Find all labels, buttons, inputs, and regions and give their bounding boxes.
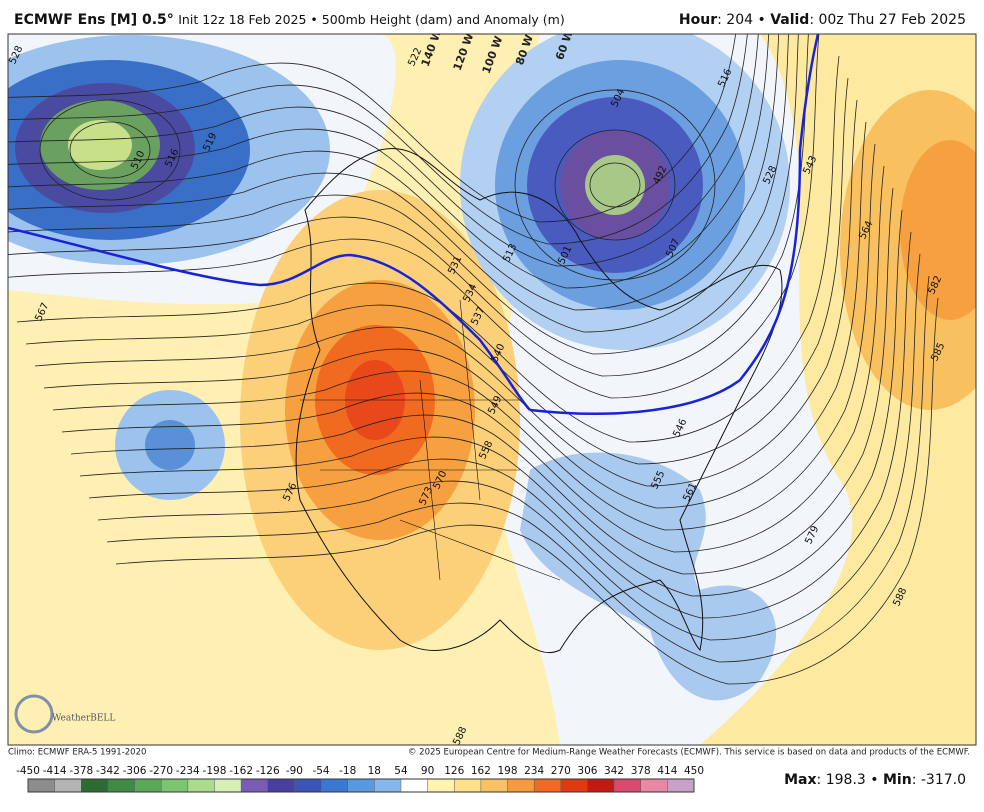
colorbar-swatch [214, 779, 242, 792]
stats: Max: 198.3 • Min: -317.0 [784, 772, 966, 788]
colorbar-tick-label: -90 [286, 765, 303, 777]
colorbar-tick-label: 54 [394, 765, 408, 777]
colorbar-swatch [107, 779, 135, 792]
colorbar-tick-label: 270 [551, 765, 571, 777]
sep: : [817, 772, 826, 788]
colorbar-swatch [161, 779, 188, 792]
title: ECMWF Ens [M] 0.5° [14, 12, 174, 28]
colorbar-swatch [347, 779, 375, 792]
valid-label: Valid [770, 12, 809, 28]
colorbar-tick-label: 414 [657, 765, 677, 777]
colorbar-tick-label: -270 [149, 765, 173, 777]
colorbar-tick-label: -450 [16, 765, 40, 777]
colorbar-swatch [454, 779, 481, 792]
colorbar-tick-label: -342 [96, 765, 120, 777]
max-value: 198.3 [826, 772, 866, 788]
coastline [295, 148, 783, 654]
map-frame [7, 33, 977, 746]
colorbar-swatch [374, 779, 401, 792]
colorbar-tick-label: -54 [312, 765, 329, 777]
colorbar-swatch [427, 779, 455, 792]
anomaly-positive [900, 140, 976, 320]
colorbar-swatch [667, 779, 694, 792]
colorbar-swatch [294, 779, 322, 792]
sep: : [912, 772, 921, 788]
colorbar-tick-label: 342 [604, 765, 624, 777]
colorbar-tick-label: 18 [368, 765, 381, 777]
header-title: ECMWF Ens [M] 0.5° Init 12z 18 Feb 2025 … [14, 12, 565, 29]
colorbar-tick-label: -306 [123, 765, 147, 777]
sep: • [866, 772, 883, 788]
colorbar-tick-label: -18 [339, 765, 356, 777]
colorbar-tick-label: 450 [684, 765, 704, 777]
colorbar-swatch [614, 779, 641, 792]
colorbar-swatch [54, 779, 82, 792]
borders [300, 299, 561, 581]
colorbar-tick-label: -378 [69, 765, 93, 777]
colorbar-swatch [321, 779, 348, 792]
header-valid: Hour: 204 • Valid: 00z Thu 27 Feb 2025 [679, 12, 966, 28]
colorbar-tick-label: 378 [631, 765, 651, 777]
anomaly-negative [585, 155, 645, 215]
anomaly-negative [145, 420, 195, 470]
logo-text: WeatherBELL [52, 714, 115, 724]
colorbar-swatch [134, 779, 162, 792]
copyright: © 2025 European Centre for Medium-Range … [408, 748, 970, 758]
colorbar-swatch [560, 779, 588, 792]
min-value: -317.0 [921, 772, 966, 788]
hour-text: : 204 • [717, 12, 770, 28]
colorbar-swatch [267, 779, 295, 792]
logo-mark [14, 694, 54, 734]
colorbar-swatch [640, 779, 668, 792]
colorbar-swatch [507, 779, 535, 792]
max-label: Max [784, 772, 816, 788]
colorbar-tick-label: -126 [256, 765, 280, 777]
logo: WeatherBELL [14, 694, 115, 734]
colorbar-swatch [480, 779, 508, 792]
colorbar-tick-label: -234 [176, 765, 200, 777]
colorbar-tick-label: 162 [471, 765, 491, 777]
contour-540 [529, 34, 820, 415]
contour-540 [8, 226, 531, 411]
colorbar-swatch [187, 779, 215, 792]
colorbar-tick-label: -162 [229, 765, 253, 777]
colorbar-tick-label: -414 [43, 765, 67, 777]
colorbar: -450 -414 -378 -342 -306 -270 -234 -198 -162 -126… [16, 765, 704, 793]
colorbar-tick-label: 90 [421, 765, 434, 777]
min-label: Min [883, 772, 912, 788]
hour-label: Hour [679, 12, 717, 28]
colorbar-swatch [534, 779, 561, 792]
colorbar-swatch [587, 779, 615, 792]
colorbar-swatch [28, 779, 55, 792]
contour [39, 99, 181, 201]
colorbar-tick-label: -198 [203, 765, 227, 777]
colorbar-tick-label: 306 [577, 765, 597, 777]
colorbar-tick-label: 198 [497, 765, 517, 777]
climo-note: Climo: ECMWF ERA-5 1991-2020 [8, 748, 146, 758]
colorbar-tick-label: 234 [524, 765, 544, 777]
colorbar-swatch [241, 779, 268, 792]
colorbar-swatch [400, 779, 428, 792]
colorbar-tick-label: 126 [444, 765, 464, 777]
contour [514, 89, 716, 281]
colorbar-swatch [81, 779, 108, 792]
subtitle: Init 12z 18 Feb 2025 • 500mb Height (dam… [178, 12, 564, 27]
valid-text: : 00z Thu 27 Feb 2025 [809, 12, 966, 28]
anomaly-negative [68, 120, 132, 170]
